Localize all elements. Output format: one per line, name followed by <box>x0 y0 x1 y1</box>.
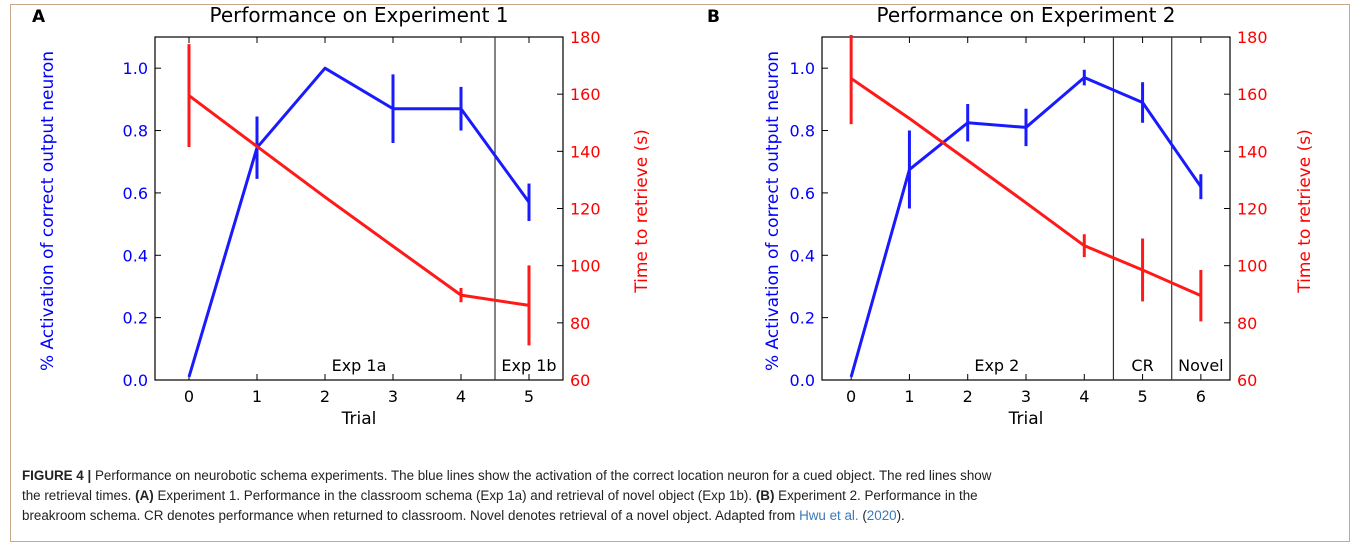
x-tick-label: 0 <box>846 387 856 406</box>
y-tick-label-right: 100 <box>1237 257 1268 276</box>
x-tick-label: 3 <box>1021 387 1031 406</box>
region-label: CR <box>1131 356 1153 375</box>
caption-panel-ref-a: (A) <box>135 488 154 503</box>
y-tick-label-left: 0.8 <box>790 122 815 141</box>
y-axis-label-left: % Activation of correct output neuron <box>38 51 58 371</box>
panel-letter: B <box>707 7 720 27</box>
y-tick-label-right: 140 <box>570 142 601 161</box>
y-tick-label-left: 1.0 <box>790 59 815 78</box>
region-label: Novel <box>1178 356 1224 375</box>
figure-canvas: A Performance on Experiment 1 % Activati… <box>32 3 1315 429</box>
y-tick-label-right: 100 <box>570 257 601 276</box>
y-tick-label-right: 180 <box>1237 28 1268 47</box>
y-tick-label-right: 80 <box>570 314 590 333</box>
y-tick-label-left: 0.2 <box>790 309 815 328</box>
region-label: Exp 2 <box>974 356 1019 375</box>
caption-line: the retrieval times. (A) Experiment 1. P… <box>22 486 1342 506</box>
region-label: Exp 1a <box>332 356 387 375</box>
x-tick-label: 0 <box>184 387 194 406</box>
x-tick-label: 1 <box>904 387 914 406</box>
plot-frame <box>821 36 1231 381</box>
chart-title: Performance on Experiment 2 <box>876 3 1175 27</box>
y-axis-label-right: Time to retrieve (s) <box>632 129 652 293</box>
caption-panel-ref-b: (B) <box>755 488 775 503</box>
x-tick-label: 4 <box>456 387 466 406</box>
caption-text: Performance on neurobotic schema experim… <box>91 468 992 483</box>
y-tick-label-right: 160 <box>570 85 601 104</box>
x-tick-label: 2 <box>320 387 330 406</box>
y-tick-label-left: 0.8 <box>123 122 148 141</box>
panel-b: B Performance on Experiment 2 % Activati… <box>707 3 1315 429</box>
x-tick-label: 2 <box>963 387 973 406</box>
y-tick-label-right: 80 <box>1237 314 1257 333</box>
x-tick-label: 4 <box>1079 387 1089 406</box>
x-axis-label: Trial <box>341 409 377 429</box>
y-tick-label-left: 1.0 <box>123 59 148 78</box>
y-tick-label-left: 0.0 <box>123 371 148 390</box>
y-tick-label-right: 140 <box>1237 142 1268 161</box>
y-tick-label-right: 180 <box>570 28 601 47</box>
caption-figure-number: FIGURE 4 | <box>22 468 92 483</box>
y-axis-label-left: % Activation of correct output neuron <box>763 51 783 371</box>
y-tick-label-left: 0.4 <box>790 246 815 265</box>
caption-line: FIGURE 4 | Performance on neurobotic sch… <box>22 466 1342 486</box>
y-tick-label-left: 0.6 <box>123 184 148 203</box>
x-tick-label: 3 <box>388 387 398 406</box>
y-tick-label-right: 60 <box>1237 371 1257 390</box>
caption-text: Experiment 1. Performance in the classro… <box>153 488 756 503</box>
caption-line: breakroom schema. CR denotes performance… <box>22 506 1342 526</box>
y-tick-label-right: 160 <box>1237 85 1268 104</box>
citation-link[interactable]: Hwu et al. <box>799 508 859 523</box>
activation-line <box>187 66 531 378</box>
figure-frame <box>10 4 1350 542</box>
chart-title: Performance on Experiment 1 <box>209 3 508 27</box>
caption-text: Experiment 2. Performance in the <box>774 488 978 503</box>
x-tick-label: 5 <box>1137 387 1147 406</box>
x-axis-label: Trial <box>1008 409 1044 429</box>
x-tick-label: 5 <box>524 387 534 406</box>
x-tick-label: 1 <box>252 387 262 406</box>
figure-caption: FIGURE 4 | Performance on neurobotic sch… <box>22 466 1342 526</box>
y-tick-label-left: 0.2 <box>123 309 148 328</box>
y-tick-label-left: 0.0 <box>790 371 815 390</box>
y-tick-label-right: 120 <box>570 200 601 219</box>
region-label: Exp 1b <box>501 356 556 375</box>
citation-year-link[interactable]: 2020 <box>866 508 897 523</box>
panel-a: A Performance on Experiment 1 % Activati… <box>32 3 652 429</box>
caption-text: ( <box>858 508 867 523</box>
y-tick-label-right: 120 <box>1237 200 1268 219</box>
y-tick-label-left: 0.6 <box>790 184 815 203</box>
x-tick-label: 6 <box>1196 387 1206 406</box>
caption-text: ). <box>896 508 905 523</box>
caption-text: the retrieval times. <box>22 488 136 503</box>
caption-text: breakroom schema. CR denotes performance… <box>22 508 800 523</box>
y-axis-label-right: Time to retrieve (s) <box>1295 129 1315 293</box>
panel-letter: A <box>32 7 46 27</box>
time-line <box>188 94 530 307</box>
y-tick-label-right: 60 <box>570 371 590 390</box>
y-tick-label-left: 0.4 <box>123 246 148 265</box>
